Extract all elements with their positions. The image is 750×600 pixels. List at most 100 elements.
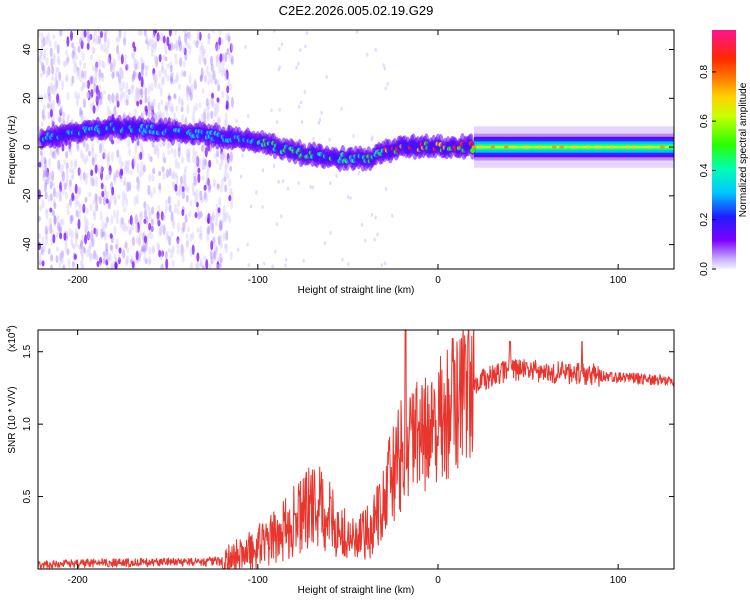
- spectrogram-noise: [59, 252, 63, 262]
- spectrogram-noise: [111, 71, 115, 79]
- spectrogram-noise: [104, 223, 108, 229]
- spectrogram-noise: [51, 66, 55, 75]
- spectrogram-noise: [84, 69, 88, 79]
- spectrogram-noise: [79, 106, 83, 118]
- spectrogram-noise: [118, 154, 122, 166]
- spectrogram-noise: [38, 259, 42, 266]
- spectrogram-noise: [102, 152, 106, 160]
- spectrogram-y-tick-label: 40: [22, 44, 33, 56]
- colorbar-tick-label: 0.0: [699, 262, 710, 276]
- spectrogram-noise: [92, 105, 96, 114]
- spectrogram-noise: [74, 91, 78, 99]
- spectrogram-noise: [217, 235, 221, 246]
- spectrogram-noise: [225, 230, 229, 241]
- spectrogram-noise: [109, 194, 113, 204]
- spectrogram-noise: [99, 91, 103, 100]
- spectrogram-noise: [99, 96, 103, 106]
- spectrogram-noise: [94, 229, 98, 237]
- spectrogram-noise: [136, 176, 140, 184]
- spectrogram-noise: [71, 261, 75, 268]
- spectrogram-noise: [180, 227, 184, 235]
- spectrogram-noise: [126, 254, 130, 265]
- spectrogram-noise: [160, 32, 164, 43]
- spectrogram-noise: [52, 150, 56, 158]
- spectrogram-noise: [102, 226, 106, 238]
- spectrogram-noise: [216, 43, 220, 54]
- spectrogram-noise: [311, 185, 315, 190]
- spectrogram-noise: [59, 219, 63, 226]
- spectrogram-noise: [220, 178, 224, 187]
- spectrogram-noise: [216, 103, 220, 114]
- spectrogram-noise: [139, 211, 143, 221]
- spectrogram-noise: [219, 234, 223, 244]
- spectrogram-noise: [196, 227, 200, 233]
- spectrogram-noise: [90, 230, 94, 239]
- spectrogram-noise: [210, 63, 214, 72]
- spectrogram-noise: [272, 164, 276, 169]
- spectrogram-noise: [61, 188, 65, 195]
- spectrogram-noise: [221, 90, 225, 99]
- spectrogram-noise: [84, 144, 88, 153]
- spectrogram-noise: [210, 110, 214, 120]
- spectrogram-noise: [144, 105, 148, 112]
- spectrogram-noise: [135, 217, 139, 224]
- spectrogram-noise: [227, 35, 231, 42]
- spectrogram-noise: [222, 232, 226, 241]
- spectrogram-noise: [154, 145, 158, 155]
- spectrogram-noise: [139, 218, 143, 227]
- spectrogram-noise: [185, 148, 189, 159]
- spectrogram-noise: [126, 159, 130, 166]
- spectrogram-noise: [224, 112, 228, 119]
- spectrogram-noise: [209, 250, 213, 259]
- spectrogram-noise: [124, 241, 128, 249]
- spectrogram-noise: [93, 77, 97, 85]
- spectrogram-noise: [364, 238, 367, 243]
- spectrogram-noise: [76, 145, 80, 153]
- spectrogram-noise: [158, 186, 162, 194]
- spectrogram-noise: [159, 86, 163, 97]
- spectrogram-noise: [215, 41, 219, 52]
- spectrogram-band-peak: [646, 145, 652, 149]
- spectrogram-noise: [47, 111, 51, 119]
- spectrogram-noise: [125, 182, 129, 193]
- spectrogram-noise: [93, 30, 97, 36]
- spectrogram-noise: [227, 39, 231, 45]
- spectrogram-noise: [186, 41, 190, 49]
- spectrogram-noise: [195, 201, 199, 208]
- spectrogram-noise: [77, 211, 81, 222]
- spectrogram-noise: [184, 39, 188, 47]
- spectrogram-noise: [60, 168, 64, 179]
- spectrogram-noise: [261, 168, 265, 173]
- spectrogram-noise: [179, 40, 183, 52]
- spectrogram-noise: [215, 60, 219, 68]
- spectrogram-noise: [52, 153, 56, 160]
- spectrogram-noise: [182, 221, 186, 233]
- spectrogram-noise: [150, 225, 154, 233]
- spectrogram-noise: [56, 215, 60, 225]
- spectrogram-band-peak: [609, 145, 615, 149]
- spectrogram-noise: [270, 108, 273, 113]
- spectrogram-noise: [83, 158, 87, 165]
- spectrogram-noise: [71, 42, 75, 49]
- spectrogram-noise: [305, 31, 308, 36]
- spectrogram-noise: [188, 73, 192, 85]
- spectrogram-noise: [235, 119, 238, 124]
- spectrogram-noise: [47, 85, 51, 97]
- spectrogram-noise: [143, 255, 147, 262]
- spectrogram-noise: [211, 30, 215, 34]
- spectrogram-noise: [135, 95, 139, 102]
- spectrogram-noise: [166, 63, 170, 69]
- spectrogram-noise: [110, 263, 114, 269]
- spectrogram-noise: [100, 170, 104, 181]
- spectrogram-noise: [328, 137, 331, 142]
- spectrogram-noise: [84, 196, 88, 203]
- spectrogram-noise: [41, 260, 45, 267]
- spectrogram-noise: [76, 95, 80, 103]
- spectrogram-noise: [50, 117, 54, 127]
- spectrogram-noise: [77, 92, 81, 100]
- spectrogram-noise: [103, 252, 107, 259]
- spectrogram-noise: [85, 154, 89, 162]
- spectrogram-noise: [58, 188, 62, 198]
- spectrogram-noise: [57, 58, 61, 66]
- spectrogram-noise: [63, 159, 67, 165]
